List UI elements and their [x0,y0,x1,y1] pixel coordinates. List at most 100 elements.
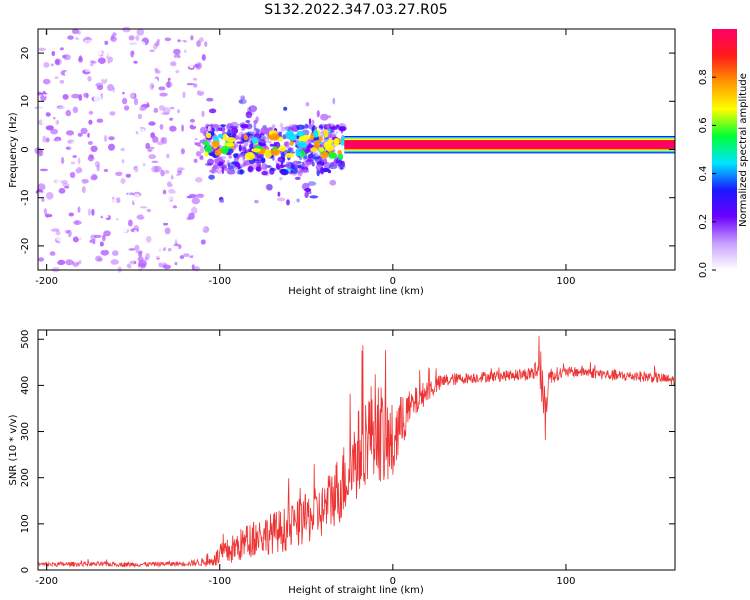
spectrogram-blob [104,56,113,62]
spectrogram-blob [149,82,155,90]
spectrogram-blob [141,128,145,132]
spectrogram-blob [191,197,200,205]
spectrogram-blob [272,155,275,161]
spectrogram-blob [140,66,149,70]
spectrogram-blob [46,86,51,91]
spectrogram-blob [38,232,48,238]
spectrogram-blob [71,248,79,251]
spectrogram-blob [85,82,94,88]
spectrogram-blob [153,107,159,113]
spectrogram-blob [195,193,204,198]
spectrogram-blob [82,33,89,37]
spectrogram-blob [103,168,109,173]
spectrogram-blob [125,168,131,174]
spectrogram-blob [177,109,180,114]
y-tick-label: -10 [20,190,31,206]
spectrogram-blob [119,139,128,143]
spectrogram-blob [55,92,64,96]
spectrogram-blob [173,187,181,192]
spectrogram-blob [178,209,182,214]
spectrogram-blob [47,227,55,231]
spectrogram-blob [283,128,287,132]
spectrogram-blob [72,236,79,243]
spectrogram-blob [301,161,309,168]
spectrogram-blob [70,61,78,66]
spectrogram-blob [65,109,72,117]
spectrogram-blob [330,129,335,133]
spectrogram-blob [226,159,230,167]
spectrogram-blob [134,165,139,173]
spectrogram-blob [100,93,104,100]
spectrogram-blob [46,229,55,234]
spectrogram-blob [145,253,150,260]
spectrogram-blob [318,124,322,129]
spectrogram-blob [280,126,286,132]
spectrogram-blob [46,172,54,178]
spectrogram-blob [100,114,108,118]
spectrogram-blob [63,123,69,128]
spectrogram-blob [142,149,146,154]
spectrogram-blob [276,197,286,202]
snr-series-line [37,335,676,568]
spectrogram-blob [70,99,80,103]
spectrogram-blob [142,162,149,168]
spectrogram-blob [87,223,93,227]
spectrogram-blob [147,125,151,130]
spectrogram-blob [191,206,198,215]
spectrogram-blob [246,131,255,137]
spectrogram-blob [77,206,81,213]
spectrogram-blob [240,95,246,100]
spectrogram-blob [149,187,154,195]
spectrogram-blob [204,151,209,157]
spectrogram-blob [168,70,176,76]
spectrogram-blob [49,251,56,256]
spectrogram-blob [157,266,165,272]
spectrogram-blob [319,147,325,152]
spectrogram-blob [138,250,143,258]
spectrogram-blob [97,155,104,162]
spectrogram-blob [50,228,60,232]
spectrogram-blob [304,191,309,198]
spectrogram-blob [166,161,174,166]
spectrogram-blob [335,131,339,134]
spectrogram-blob [121,228,128,233]
spectrogram-blob [124,118,129,125]
spectrogram-blob [190,35,194,41]
spectrogram-blob [135,55,142,61]
spectrogram-blob [171,245,179,251]
spectrogram-blob [56,50,61,56]
spectrogram-blob [179,33,188,39]
y-tick-label: 100 [20,514,31,533]
spectrogram-blob [60,211,66,217]
spectrogram-blob [62,90,68,95]
spectrogram-blob [102,234,106,242]
spectrogram-blob [115,197,121,204]
spectrogram-blob [324,125,332,128]
spectrogram-blob [111,125,117,131]
spectrogram-blob [176,145,181,152]
spectrogram-blob [306,144,310,152]
spectrogram-blob [141,103,150,108]
spectrogram-blob [135,142,144,149]
spectrogram-blob [305,102,310,107]
spectrogram-blob [104,162,111,166]
spectrogram-blob [238,131,245,139]
spectrogram-blob [167,179,171,185]
spectrogram-blob [174,261,178,266]
spectrogram-blob [99,189,103,196]
spectrogram-blob [120,147,125,152]
spectrogram-blob [291,147,294,155]
spectrogram-blob [191,264,195,270]
spectrogram-blob [145,61,151,67]
spectrogram-blob [139,71,149,77]
spectrogram-blob [46,192,54,200]
spectrogram-blob [244,142,249,147]
spectrogram-blob [46,56,55,59]
spectrogram-blob [221,107,227,111]
spectrogram-blob [179,40,185,47]
spectrogram-blob [163,107,171,115]
spectrogram-blob [179,227,187,234]
spectrogram-blob [65,259,74,266]
spectrogram-blob [98,39,106,48]
spectrogram-blob [64,186,70,189]
